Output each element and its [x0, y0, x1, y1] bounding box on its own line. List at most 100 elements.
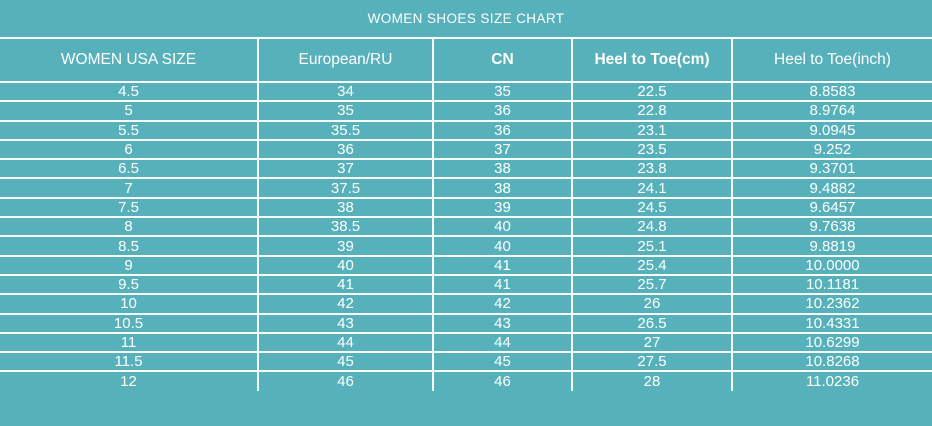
- table-cell: 9.252: [731, 138, 932, 161]
- table-cell: 8.5: [0, 235, 259, 257]
- table-cell: 39: [432, 196, 573, 219]
- table-row: 7.5 38 39 24.5 9.6457: [0, 196, 932, 219]
- table-cell: 36: [432, 100, 573, 122]
- table-cell: 38: [432, 177, 573, 199]
- table-cell: 38.5: [257, 216, 434, 238]
- column-header-cn: CN: [432, 39, 573, 83]
- table-cell: 42: [432, 293, 573, 315]
- table-cell: 44: [432, 331, 573, 354]
- table-cell: 9.0945: [731, 119, 932, 141]
- table-cell: 40: [432, 216, 573, 238]
- table-cell: 43: [432, 312, 573, 334]
- table-cell: 7: [0, 177, 259, 199]
- page-title: WOMEN SHOES SIZE CHART: [0, 0, 932, 39]
- table-cell: 8: [0, 216, 259, 238]
- table-cell: 45: [432, 351, 573, 373]
- table-row: 9 40 41 25.4 10.0000: [0, 254, 932, 276]
- table-row: 8 38.5 40 24.8 9.7638: [0, 216, 932, 238]
- table-cell: 23.5: [571, 138, 733, 161]
- table-cell: 9.6457: [731, 196, 932, 219]
- table-cell: 41: [257, 273, 434, 296]
- table-row: 10 42 42 26 10.2362: [0, 293, 932, 315]
- table-row: 11 44 44 27 10.6299: [0, 331, 932, 354]
- table-cell: 24.1: [571, 177, 733, 199]
- column-header-heel-to-toe-inch: Heel to Toe(inch): [731, 39, 932, 83]
- table-cell: 46: [257, 370, 434, 391]
- table-body: 4.5 34 35 22.5 8.8583 5 35 36 22.8 8.9764 5.5 35.5 3…: [0, 80, 932, 391]
- table-row: 10.5 43 43 26.5 10.4331: [0, 312, 932, 334]
- table-cell: 10.5: [0, 312, 259, 334]
- table-row: 5.5 35.5 36 23.1 9.0945: [0, 119, 932, 141]
- table-cell: 10.6299: [731, 331, 932, 354]
- table-cell: 37: [432, 138, 573, 161]
- column-header-women-usa-size: WOMEN USA SIZE: [0, 39, 259, 83]
- table-cell: 37.5: [257, 177, 434, 199]
- table-cell: 10.1181: [731, 273, 932, 296]
- table-cell: 34: [257, 80, 434, 103]
- table-cell: 35: [257, 100, 434, 122]
- table-cell: 9.8819: [731, 235, 932, 257]
- table-cell: 38: [432, 158, 573, 180]
- table-cell: 6: [0, 138, 259, 161]
- table-cell: 39: [257, 235, 434, 257]
- table-cell: 42: [257, 293, 434, 315]
- table-cell: 10.8268: [731, 351, 932, 373]
- table-cell: 23.8: [571, 158, 733, 180]
- table-cell: 9.7638: [731, 216, 932, 238]
- table-cell: 8.9764: [731, 100, 932, 122]
- table-cell: 35: [432, 80, 573, 103]
- table-cell: 22.5: [571, 80, 733, 103]
- table-row: 6 36 37 23.5 9.252: [0, 138, 932, 161]
- table-cell: 25.1: [571, 235, 733, 257]
- header-row: WOMEN USA SIZE European/RU CN Heel to Toe(c…: [0, 39, 932, 83]
- table-cell: 5: [0, 100, 259, 122]
- column-header-heel-to-toe-cm: Heel to Toe(cm): [571, 39, 733, 83]
- table-cell: 25.4: [571, 254, 733, 276]
- table-row: 9.5 41 41 25.7 10.1181: [0, 273, 932, 296]
- table-cell: 10.2362: [731, 293, 932, 315]
- table-row: 7 37.5 38 24.1 9.4882: [0, 177, 932, 199]
- table-cell: 27.5: [571, 351, 733, 373]
- table-cell: 36: [257, 138, 434, 161]
- table-cell: 8.8583: [731, 80, 932, 103]
- size-conversion-table: WOMEN USA SIZE European/RU CN Heel to Toe(c…: [0, 39, 932, 391]
- table-cell: 5.5: [0, 119, 259, 141]
- table-cell: 28: [571, 370, 733, 391]
- table-cell: 11.0236: [731, 370, 932, 391]
- table-cell: 10.4331: [731, 312, 932, 334]
- table-cell: 23.1: [571, 119, 733, 141]
- table-cell: 41: [432, 273, 573, 296]
- table-cell: 24.5: [571, 196, 733, 219]
- table-cell: 44: [257, 331, 434, 354]
- table-row: 4.5 34 35 22.5 8.8583: [0, 80, 932, 103]
- table-cell: 7.5: [0, 196, 259, 219]
- table-cell: 22.8: [571, 100, 733, 122]
- table-cell: 37: [257, 158, 434, 180]
- table-cell: 9.3701: [731, 158, 932, 180]
- table-cell: 10: [0, 293, 259, 315]
- table-cell: 4.5: [0, 80, 259, 103]
- table-cell: 25.7: [571, 273, 733, 296]
- table-row: 6.5 37 38 23.8 9.3701: [0, 158, 932, 180]
- table-cell: 12: [0, 370, 259, 391]
- table-cell: 9.4882: [731, 177, 932, 199]
- table-row: 5 35 36 22.8 8.9764: [0, 100, 932, 122]
- table-cell: 40: [257, 254, 434, 276]
- table-row: 12 46 46 28 11.0236: [0, 370, 932, 391]
- table-cell: 41: [432, 254, 573, 276]
- table-cell: 43: [257, 312, 434, 334]
- table-row: 8.5 39 40 25.1 9.8819: [0, 235, 932, 257]
- table-cell: 46: [432, 370, 573, 391]
- table-row: 11.5 45 45 27.5 10.8268: [0, 351, 932, 373]
- table-cell: 45: [257, 351, 434, 373]
- table-cell: 6.5: [0, 158, 259, 180]
- table-cell: 11.5: [0, 351, 259, 373]
- table-cell: 9.5: [0, 273, 259, 296]
- table-cell: 36: [432, 119, 573, 141]
- column-header-european-ru: European/RU: [257, 39, 434, 83]
- table-cell: 9: [0, 254, 259, 276]
- table-cell: 40: [432, 235, 573, 257]
- table-cell: 11: [0, 331, 259, 354]
- table-cell: 26.5: [571, 312, 733, 334]
